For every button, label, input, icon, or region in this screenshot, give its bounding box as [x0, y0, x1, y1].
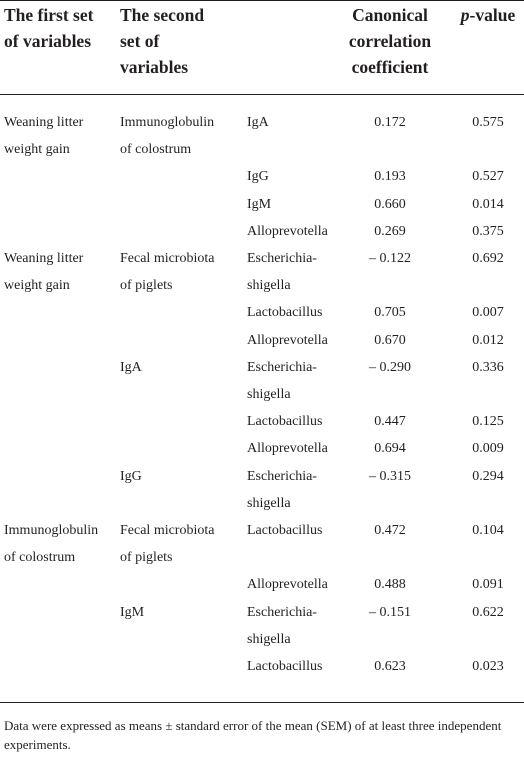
- table-cell-coef: 0.472: [374, 523, 406, 538]
- table-cell-c3: Lactobacillus: [247, 414, 323, 430]
- table-cell-p: 0.527: [472, 169, 504, 185]
- header-p-italic: p: [460, 5, 470, 25]
- header-p-value: p-value: [455, 2, 521, 28]
- header-line: Canonical: [352, 5, 428, 25]
- table-cell-c1: weight gain: [4, 142, 70, 158]
- table-cell-c2: Fecal microbiota: [120, 251, 215, 266]
- table-cell-p: 0.023: [472, 659, 504, 674]
- table-cell-p: 0.294: [472, 468, 504, 484]
- table-cell-coef: – 0.315: [369, 468, 411, 484]
- table-cell-p: 0.336: [472, 359, 504, 375]
- bottom-rule: [0, 702, 524, 703]
- table-cell-c3: Escherichia-: [247, 359, 317, 375]
- table-cell-c3: Alloprevotella: [247, 332, 328, 348]
- header-rule: [0, 94, 524, 95]
- table-cell-c1: Weaning litter: [4, 251, 84, 266]
- table-cell-p: 0.091: [472, 577, 504, 593]
- table-cell-c2: IgM: [120, 604, 145, 620]
- table-cell-c2: IgG: [120, 468, 142, 484]
- table-cell-coef: 0.447: [374, 414, 406, 430]
- table-cell-c2: IgA: [120, 359, 142, 375]
- table-cell-c3: IgM: [247, 196, 272, 212]
- table-cell-c3: Alloprevotella: [247, 441, 328, 457]
- table-cell-p: 0.692: [472, 251, 504, 266]
- table-cell-c3: Escherichia-: [247, 251, 317, 266]
- table-footnote: Data were expressed as means ± standard …: [4, 718, 502, 752]
- header-line: coefficient: [351, 57, 429, 77]
- table-cell-c1: of colostrum: [4, 550, 76, 566]
- table-cell-c3: Alloprevotella: [247, 577, 328, 593]
- table-cell-c3: Lactobacillus: [247, 523, 323, 538]
- table-cell-c3: shigella: [247, 278, 291, 294]
- header-p-rest: -value: [469, 5, 516, 25]
- table-cell-c3: IgG: [247, 169, 269, 185]
- table-cell-c1: Weaning litter: [4, 115, 84, 130]
- header-line: of variables: [4, 31, 92, 51]
- table-cell-c3: shigella: [247, 495, 291, 511]
- table-cell-p: 0.012: [472, 332, 504, 348]
- table-cell-c1: Immunoglobulin: [4, 523, 99, 538]
- table-cell-p: 0.125: [472, 414, 504, 430]
- table-cell-c2: Fecal microbiota: [120, 523, 215, 538]
- header-line: set of: [120, 31, 160, 51]
- table-cell-coef: 0.269: [374, 223, 406, 239]
- table-cell-c1: weight gain: [4, 278, 70, 294]
- top-rule: [0, 0, 524, 1]
- table-cell-c3: Escherichia-: [247, 468, 317, 484]
- table-cell-c3: Alloprevotella: [247, 223, 328, 239]
- table-cell-c2: of piglets: [120, 278, 173, 294]
- header-line: The second: [120, 5, 205, 25]
- table-cell-c3: shigella: [247, 387, 291, 402]
- table-cell-coef: 0.660: [374, 196, 406, 212]
- table-cell-p: 0.014: [472, 196, 504, 212]
- table-cell-p: 0.622: [472, 604, 504, 620]
- table-cell-p: 0.104: [472, 523, 504, 538]
- table-cell-c3: Escherichia-: [247, 604, 317, 620]
- table-cell-coef: 0.705: [374, 305, 406, 321]
- table-cell-coef: 0.670: [374, 332, 406, 348]
- table-cell-coef: 0.488: [374, 577, 406, 593]
- header-line: correlation: [348, 31, 432, 51]
- table-cell-coef: 0.623: [374, 659, 406, 674]
- header-line: The first set: [4, 5, 94, 25]
- table-cell-coef: – 0.151: [369, 604, 411, 620]
- table-cell-c3: Lactobacillus: [247, 305, 323, 321]
- table-cell-c3: IgA: [247, 115, 269, 130]
- table-cell-c2: of piglets: [120, 550, 173, 566]
- table-cell-coef: 0.172: [374, 115, 406, 130]
- table-cell-p: 0.009: [472, 441, 504, 457]
- table-cell-p: 0.007: [472, 305, 504, 321]
- table-cell-p: 0.375: [472, 223, 504, 239]
- table-cell-p: 0.575: [472, 115, 504, 130]
- table-cell-coef: – 0.122: [369, 251, 411, 266]
- table-cell-c2: of colostrum: [120, 142, 192, 158]
- table-cell-coef: 0.694: [374, 441, 406, 457]
- table-cell-c3: Lactobacillus: [247, 659, 323, 674]
- header-canonical: Canonical correlation coefficient: [335, 2, 445, 80]
- table-cell-coef: 0.193: [374, 169, 406, 185]
- header-first-set: The first set of variables: [4, 2, 93, 54]
- header-line: variables: [120, 57, 189, 77]
- table-cell-c3: shigella: [247, 631, 291, 647]
- header-second-set: The second set of variables: [120, 2, 204, 80]
- table-cell-coef: – 0.290: [369, 359, 411, 375]
- table-cell-c2: Immunoglobulin: [120, 115, 215, 130]
